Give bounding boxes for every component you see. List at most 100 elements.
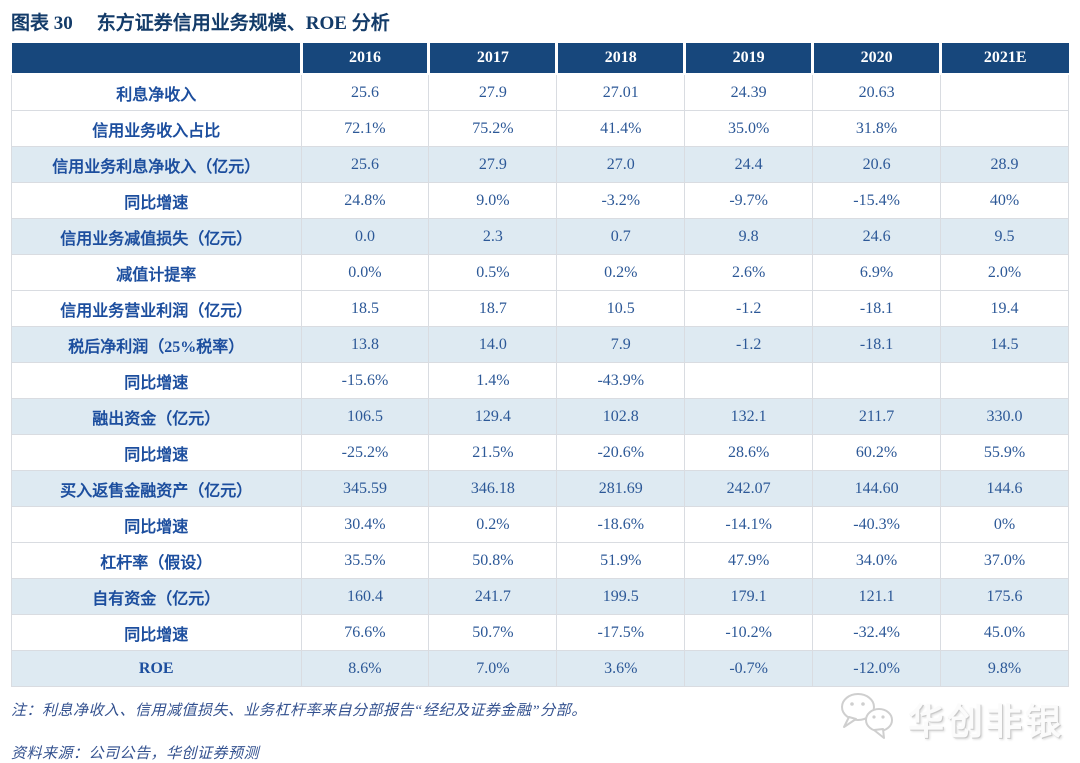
cell: 10.5 bbox=[556, 290, 686, 327]
cell: 7.0% bbox=[428, 650, 558, 687]
cell: 3.6% bbox=[556, 650, 686, 687]
column-header-2021E: 2021E bbox=[939, 43, 1069, 75]
cell: 60.2% bbox=[812, 434, 942, 471]
cell: 144.60 bbox=[812, 470, 942, 507]
cell: 9.5 bbox=[940, 218, 1069, 255]
cell: -17.5% bbox=[556, 614, 686, 651]
cell: 35.5% bbox=[300, 542, 430, 579]
cell: 72.1% bbox=[300, 110, 430, 147]
cell: 281.69 bbox=[556, 470, 686, 507]
table-row: 自有资金（亿元） 160.4 241.7 199.5 179.1 121.1 175.6 bbox=[11, 578, 1069, 615]
cell: 18.7 bbox=[428, 290, 558, 327]
table-row: 融出资金（亿元） 106.5 129.4 102.8 132.1 211.7 330.0 bbox=[11, 398, 1069, 435]
cell: 20.63 bbox=[812, 73, 942, 111]
cell: 41.4% bbox=[556, 110, 686, 147]
cell: -15.6% bbox=[300, 362, 430, 399]
cell bbox=[940, 73, 1069, 111]
cell: 7.9 bbox=[556, 326, 686, 363]
table-row: 同比增速 76.6% 50.7% -17.5% -10.2% -32.4% 45.0% bbox=[11, 614, 1069, 651]
table-header: 2016 2017 2018 2019 2020 2021E bbox=[11, 43, 1069, 75]
cell: 27.9 bbox=[428, 73, 558, 111]
row-label: 同比增速 bbox=[11, 362, 302, 399]
cell: 0.2% bbox=[428, 506, 558, 543]
column-header-2018: 2018 bbox=[555, 43, 685, 75]
cell bbox=[940, 362, 1069, 399]
cell: 34.0% bbox=[812, 542, 942, 579]
cell: 45.0% bbox=[940, 614, 1069, 651]
table-row: 利息净收入 25.6 27.9 27.01 24.39 20.63 bbox=[11, 73, 1069, 111]
cell: -3.2% bbox=[556, 182, 686, 219]
cell: 31.8% bbox=[812, 110, 942, 147]
cell: 121.1 bbox=[812, 578, 942, 615]
cell: 28.6% bbox=[684, 434, 814, 471]
cell: 0.2% bbox=[556, 254, 686, 291]
cell: 50.7% bbox=[428, 614, 558, 651]
cell: 40% bbox=[940, 182, 1069, 219]
row-label: 同比增速 bbox=[11, 614, 302, 651]
cell: 242.07 bbox=[684, 470, 814, 507]
cell: 2.6% bbox=[684, 254, 814, 291]
cell: 132.1 bbox=[684, 398, 814, 435]
row-label: 杠杆率（假设） bbox=[11, 542, 302, 579]
row-label: 税后净利润（25%税率） bbox=[11, 326, 302, 363]
data-table: 2016 2017 2018 2019 2020 2021E 利息净收入 25.6 27.9 2… bbox=[11, 43, 1069, 687]
cell: 8.6% bbox=[300, 650, 430, 687]
row-label: 信用业务收入占比 bbox=[11, 110, 302, 147]
table-row: 同比增速 -15.6% 1.4% -43.9% bbox=[11, 362, 1069, 399]
cell bbox=[940, 110, 1069, 147]
column-header-2020: 2020 bbox=[811, 43, 941, 75]
table-body: 利息净收入 25.6 27.9 27.01 24.39 20.63 信用业务收入占比 72.1… bbox=[11, 73, 1069, 687]
table-row: 同比增速 30.4% 0.2% -18.6% -14.1% -40.3% 0% bbox=[11, 506, 1069, 543]
row-label: ROE bbox=[11, 650, 302, 687]
cell: 102.8 bbox=[556, 398, 686, 435]
row-label: 融出资金（亿元） bbox=[11, 398, 302, 435]
cell: 9.8 bbox=[684, 218, 814, 255]
column-header-2019: 2019 bbox=[683, 43, 813, 75]
cell: 28.9 bbox=[940, 146, 1069, 183]
cell: 18.5 bbox=[300, 290, 430, 327]
cell: -1.2 bbox=[684, 290, 814, 327]
cell: 24.39 bbox=[684, 73, 814, 111]
cell: 14.0 bbox=[428, 326, 558, 363]
cell: 24.4 bbox=[684, 146, 814, 183]
wechat-bubbles-icon bbox=[838, 690, 900, 747]
row-label: 信用业务减值损失（亿元） bbox=[11, 218, 302, 255]
cell: 24.8% bbox=[300, 182, 430, 219]
watermark-text: 华创非银 bbox=[907, 700, 1064, 742]
source-note: 资料来源：公司公告，华创证券预测 bbox=[11, 746, 260, 762]
table-row: 同比增速 -25.2% 21.5% -20.6% 28.6% 60.2% 55.9% bbox=[11, 434, 1069, 471]
row-label: 自有资金（亿元） bbox=[11, 578, 302, 615]
column-header-2017: 2017 bbox=[427, 43, 557, 75]
cell: 2.3 bbox=[428, 218, 558, 255]
row-label: 同比增速 bbox=[11, 434, 302, 471]
cell: 27.01 bbox=[556, 73, 686, 111]
table-row: 买入返售金融资产（亿元） 345.59 346.18 281.69 242.07 144.… bbox=[11, 470, 1069, 507]
cell: -18.1 bbox=[812, 326, 942, 363]
cell: 330.0 bbox=[940, 398, 1069, 435]
cell: 0.5% bbox=[428, 254, 558, 291]
cell: 27.9 bbox=[428, 146, 558, 183]
table-row: 信用业务利息净收入（亿元） 25.6 27.9 27.0 24.4 20.6 28.9 bbox=[11, 146, 1069, 183]
cell: 25.6 bbox=[300, 146, 430, 183]
cell: 27.0 bbox=[556, 146, 686, 183]
table-row: 税后净利润（25%税率） 13.8 14.0 7.9 -1.2 -18.1 14.5 bbox=[11, 326, 1069, 363]
cell: 50.8% bbox=[428, 542, 558, 579]
cell: 0.0% bbox=[300, 254, 430, 291]
cell: -18.1 bbox=[812, 290, 942, 327]
cell: 0.0 bbox=[300, 218, 430, 255]
cell: 106.5 bbox=[300, 398, 430, 435]
row-label: 利息净收入 bbox=[11, 73, 302, 111]
cell: -18.6% bbox=[556, 506, 686, 543]
table-row: 信用业务收入占比 72.1% 75.2% 41.4% 35.0% 31.8% bbox=[11, 110, 1069, 147]
row-label: 同比增速 bbox=[11, 506, 302, 543]
row-label: 信用业务利息净收入（亿元） bbox=[11, 146, 302, 183]
cell: 24.6 bbox=[812, 218, 942, 255]
cell: -32.4% bbox=[812, 614, 942, 651]
cell: 9.8% bbox=[940, 650, 1069, 687]
cell: 9.0% bbox=[428, 182, 558, 219]
row-label: 信用业务营业利润（亿元） bbox=[11, 290, 302, 327]
cell: 0.7 bbox=[556, 218, 686, 255]
figure-title: 东方证券信用业务规模、ROE 分析 bbox=[96, 13, 390, 34]
cell: 144.6 bbox=[940, 470, 1069, 507]
cell: 55.9% bbox=[940, 434, 1069, 471]
